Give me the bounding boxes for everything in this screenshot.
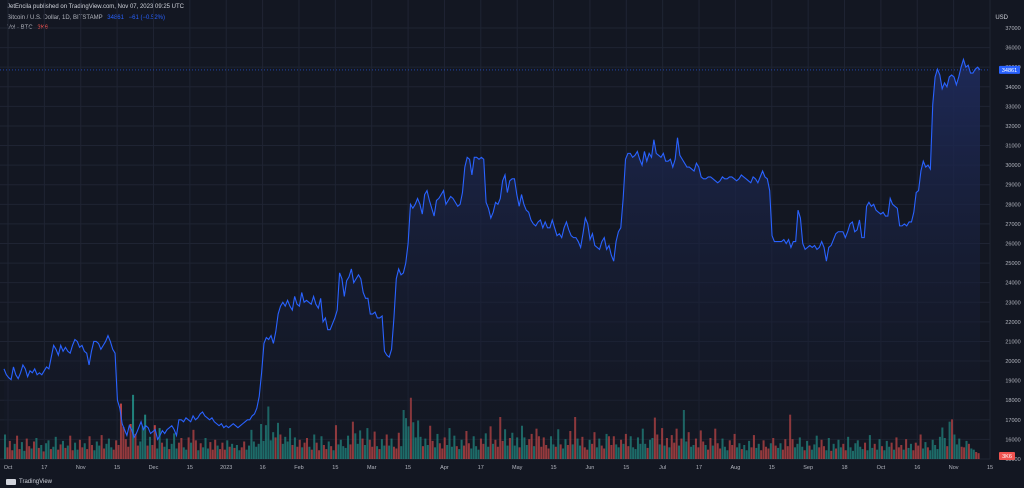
tradingview-logo-text: TradingView [19, 479, 53, 485]
y-tick-label: 21000 [1005, 339, 1020, 345]
volume-badge-label: 3K6 [1002, 454, 1012, 460]
published-by-text: JetEncila published on TradingView.com, … [7, 4, 184, 10]
y-tick-label: 22000 [1005, 320, 1020, 326]
x-tick-label: Oct [877, 465, 886, 471]
currency-label: USD [995, 15, 1008, 21]
x-tick-label: Jul [659, 465, 666, 471]
x-tick-label: Mar [367, 465, 377, 471]
y-tick-label: 17000 [1005, 418, 1020, 424]
tradingview-logo[interactable]: TradingView [6, 479, 52, 485]
last-price: 34861 [107, 15, 124, 21]
x-tick-label: 17 [478, 465, 484, 471]
y-tick-label: 26000 [1005, 242, 1020, 248]
y-tick-label: 16000 [1005, 437, 1020, 443]
last-price-badge [999, 65, 1020, 74]
y-tick-label: 24000 [1005, 281, 1020, 287]
x-tick-label: Nov [949, 465, 959, 471]
price-area [4, 59, 980, 459]
x-tick-label: 15 [623, 465, 629, 471]
y-tick-label: 33000 [1005, 104, 1020, 110]
y-tick-label: 29000 [1005, 183, 1020, 189]
x-tick-label: Dec [149, 465, 159, 471]
y-tick-label: 34000 [1005, 85, 1020, 91]
volume-bar [132, 394, 135, 459]
x-tick-label: Nov [76, 465, 86, 471]
y-tick-label: 25000 [1005, 261, 1020, 267]
x-tick-label: Aug [731, 465, 741, 471]
y-tick-label: 18000 [1005, 398, 1020, 404]
x-tick-label: 18 [841, 465, 847, 471]
y-tick-label: 32000 [1005, 124, 1020, 130]
price-line [3, 57, 981, 441]
x-tick-label: 17 [696, 465, 702, 471]
x-tick-label: 16 [914, 465, 920, 471]
symbol-title: Bitcoin / U.S. Dollar, 1D, BITSTAMP [7, 15, 103, 21]
y-tick-label: 31000 [1005, 144, 1020, 150]
x-tick-label: Feb [294, 465, 303, 471]
x-tick-label: 15 [550, 465, 556, 471]
y-tick-label: 27000 [1005, 222, 1020, 228]
x-tick-label: Oct [4, 465, 13, 471]
x-tick-label: 16 [260, 465, 266, 471]
x-tick-label: Sep [803, 465, 813, 471]
y-tick-label: 30000 [1005, 163, 1020, 169]
y-tick-label: 23000 [1005, 300, 1020, 306]
y-tick-label: 19000 [1005, 379, 1020, 385]
y-tick-label: 36000 [1005, 46, 1020, 52]
y-tick-label: 28000 [1005, 202, 1020, 208]
x-tick-label: 15 [405, 465, 411, 471]
x-tick-label: May [512, 465, 523, 471]
x-tick-label: Apr [440, 465, 449, 471]
symbol-legend[interactable]: Bitcoin / U.S. Dollar, 1D, BITSTAMP 3486… [7, 15, 168, 21]
x-tick-label: 15 [987, 465, 993, 471]
y-tick-label: 37000 [1005, 26, 1020, 32]
x-tick-label: Jun [585, 465, 594, 471]
price-change: −61 (−0.52%) [128, 15, 165, 21]
x-tick-label: 2023 [220, 465, 232, 471]
tradingview-logo-icon [6, 479, 16, 485]
x-tick-label: 17 [41, 465, 47, 471]
volume-badge [999, 452, 1015, 460]
y-tick-label: 20000 [1005, 359, 1020, 365]
x-tick-label: 15 [187, 465, 193, 471]
x-tick-label: 15 [114, 465, 120, 471]
x-tick-label: 15 [769, 465, 775, 471]
x-tick-label: 15 [332, 465, 338, 471]
last-price-badge-label: 34861 [1002, 68, 1017, 74]
